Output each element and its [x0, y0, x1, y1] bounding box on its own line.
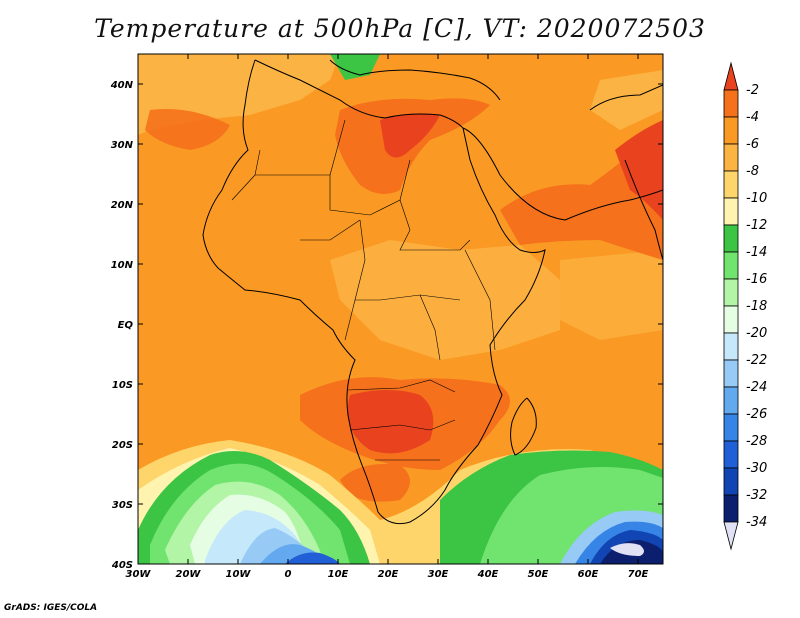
country-borders	[231, 119, 496, 461]
colorbar-arrow-top	[723, 61, 739, 91]
colorbar-label: -32	[746, 488, 767, 503]
lat-label: 30S	[112, 500, 133, 511]
colorbar-swatch	[723, 143, 739, 172]
lat-label: EQ	[118, 320, 134, 331]
temperature-field	[138, 54, 663, 564]
lon-label: 20E	[378, 569, 399, 580]
colorbar-swatch	[723, 89, 739, 118]
plot-frame	[137, 53, 664, 565]
colorbar-label: -28	[746, 434, 767, 449]
colorbar-label: -4	[746, 110, 759, 125]
lon-label: 30E	[428, 569, 449, 580]
colorbar-label: -8	[746, 164, 759, 179]
colorbar-swatch	[723, 332, 739, 361]
lon-label: 10W	[226, 569, 252, 580]
lon-label: 20W	[176, 569, 202, 580]
lon-label: 70E	[628, 569, 649, 580]
colorbar-swatch	[723, 305, 739, 334]
lon-label: 10E	[328, 569, 349, 580]
colorbar-swatch	[723, 251, 739, 280]
lon-label: 50E	[528, 569, 549, 580]
colorbar-label: -26	[746, 407, 767, 422]
colorbar-swatch	[723, 170, 739, 199]
colorbar-arrow-bottom	[723, 521, 739, 551]
colorbar-swatch	[723, 224, 739, 253]
lon-label: 40E	[477, 569, 499, 580]
lat-label: 20N	[111, 200, 134, 211]
longitude-labels: 30W 20W 10W 0 10E 20E 30E 40E 50E 60E 70…	[126, 569, 649, 580]
lat-label: 10S	[112, 380, 133, 391]
lon-label: 30W	[126, 569, 152, 580]
colorbar-label: -2	[746, 83, 759, 98]
coastlines	[202, 59, 663, 525]
axis-ticks	[137, 54, 663, 565]
latitude-labels: 40N 30N 20N 10N EQ 10S 20S 30S 40S	[110, 80, 134, 571]
colorbar-swatch	[723, 440, 739, 469]
lat-label: 40N	[110, 80, 134, 91]
colorbar-label: -18	[746, 299, 767, 314]
colorbar-label: -14	[746, 245, 767, 260]
lon-label: 0	[285, 569, 292, 580]
colorbar-label: -20	[746, 326, 767, 341]
colorbar-swatch	[723, 494, 739, 523]
colorbar-label: -10	[746, 191, 767, 206]
colorbar-label: -30	[746, 461, 767, 476]
colorbar-swatch	[723, 386, 739, 415]
colorbar-label: -12	[746, 218, 767, 233]
colorbar-swatch	[723, 197, 739, 226]
colorbar-label: -34	[746, 515, 767, 530]
lat-label: 30N	[111, 140, 134, 151]
colorbar-swatch	[723, 278, 739, 307]
colorbar-labels: -2 -4 -6 -8 -10 -12 -14 -16 -18 -20 -22 …	[746, 83, 767, 530]
colorbar-swatch	[723, 359, 739, 388]
map-title: Temperature at 500hPa [C], VT: 202007250…	[94, 14, 706, 43]
colorbar	[723, 61, 739, 551]
lon-label: 60E	[578, 569, 599, 580]
colorbar-label: -24	[746, 380, 767, 395]
colorbar-swatch	[723, 467, 739, 496]
colorbar-label: -6	[746, 137, 759, 152]
grads-credit: GrADS: IGES/COLA	[4, 603, 98, 613]
lat-label: 40S	[111, 560, 133, 571]
colorbar-swatch	[723, 116, 739, 145]
lat-label: 20S	[112, 440, 133, 451]
colorbar-label: -22	[746, 353, 767, 368]
lat-label: 10N	[111, 260, 134, 271]
colorbar-swatch	[723, 413, 739, 442]
colorbar-label: -16	[746, 272, 767, 287]
